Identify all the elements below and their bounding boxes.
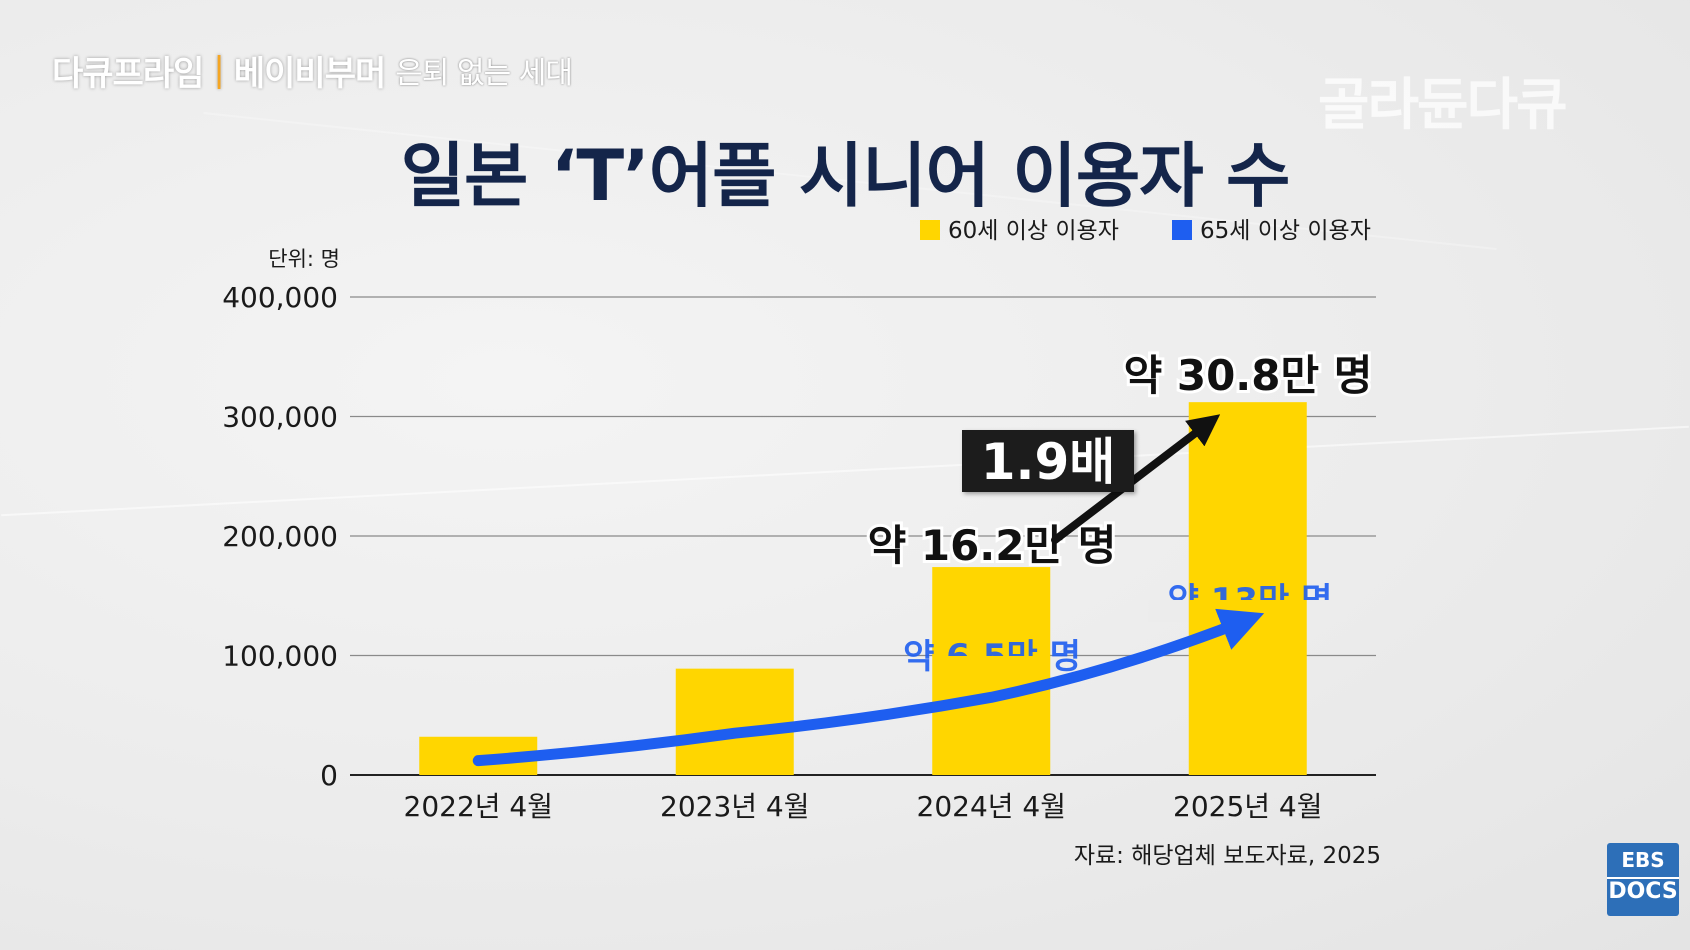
logo-bottom-text: DOCS [1607, 877, 1679, 904]
legend-swatch [1172, 220, 1192, 240]
x-tick-label: 2023년 4월 [660, 790, 810, 823]
y-tick-label: 200,000 [222, 520, 338, 553]
growth-box [962, 430, 1134, 492]
x-tick-label: 2024년 4월 [917, 790, 1067, 823]
unit-label: 단위: 명 [268, 247, 340, 271]
x-tick-label: 2022년 4월 [404, 790, 554, 823]
source-note: 자료: 해당업체 보도자료, 2025 [1074, 843, 1381, 869]
y-tick-label: 300,000 [222, 401, 338, 434]
episode-subtitle: 은퇴 없는 세대 [395, 56, 573, 91]
y-tick-label: 0 [320, 759, 338, 792]
legend-label: 65세 이상 이용자 [1200, 218, 1371, 244]
program-name: 다큐프라임 [52, 53, 204, 94]
caption-separator: | [213, 50, 225, 90]
line-series [472, 608, 1265, 767]
channel-watermark: 골라듄다큐 [1318, 73, 1568, 138]
x-tick-label: 2025년 4월 [1173, 790, 1323, 823]
chart-title: 일본 ‘T’어플 시니어 이용자 수 [400, 135, 1291, 217]
growth-label: 1.9배 [981, 433, 1116, 491]
legend-swatch [920, 220, 940, 240]
series-name: 베이비부머 [233, 53, 386, 94]
label-mask [938, 656, 1045, 678]
bar [1188, 402, 1307, 775]
bar [675, 668, 794, 775]
bar-data-label: 약 30.8만 명 [1124, 351, 1373, 400]
legend-label: 60세 이상 이용자 [948, 218, 1119, 244]
y-tick-label: 100,000 [222, 640, 338, 673]
bar-data-label: 약 16.2만 명 [868, 521, 1117, 570]
logo-top-text: EBS [1621, 848, 1665, 872]
y-tick-label: 400,000 [222, 281, 338, 314]
ebs-docs-logo: EBS DOCS [1607, 843, 1679, 916]
program-caption: 다큐프라임 | 베이비부머 은퇴 없는 세대 [52, 50, 573, 94]
